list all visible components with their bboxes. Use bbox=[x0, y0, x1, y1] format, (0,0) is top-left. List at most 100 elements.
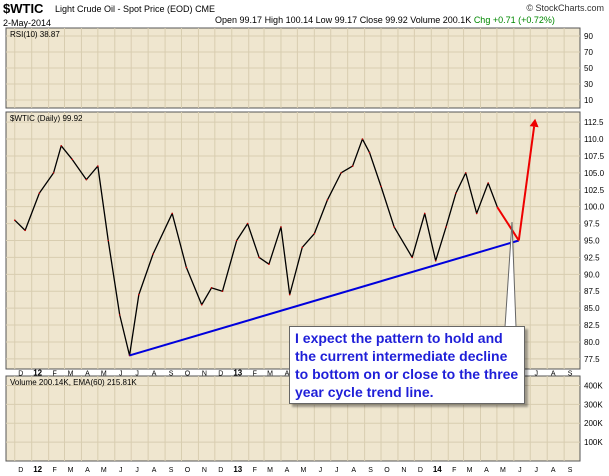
price-point bbox=[455, 192, 457, 194]
x-tick-label-volume: J bbox=[135, 467, 139, 474]
x-tick-label-volume: M bbox=[500, 467, 506, 474]
rsi-title: RSI(10) 38.87 bbox=[10, 30, 60, 39]
chart-date: 2-May-2014 bbox=[3, 18, 52, 28]
rsi-y-tick-label: 70 bbox=[584, 48, 593, 57]
price-point bbox=[434, 259, 437, 262]
x-tick-label-price: A bbox=[551, 371, 556, 378]
price-point bbox=[246, 222, 249, 225]
price-point bbox=[171, 212, 173, 215]
projection-line-down bbox=[496, 206, 520, 242]
stat-open: Open 99.17 bbox=[215, 15, 263, 25]
price-point bbox=[38, 192, 41, 194]
price-y-tick-label: 107.5 bbox=[584, 152, 605, 161]
x-tick-label-price: J bbox=[135, 371, 139, 378]
price-point bbox=[368, 151, 371, 154]
price-y-tick-label: 112.5 bbox=[584, 118, 604, 127]
x-tick-label-volume: N bbox=[401, 467, 406, 474]
x-tick-label-price: A bbox=[85, 371, 90, 378]
price-point bbox=[411, 256, 413, 259]
x-tick-label-volume: M bbox=[68, 467, 74, 474]
price-point bbox=[423, 212, 426, 215]
stat-high: High 100.14 bbox=[264, 15, 314, 25]
x-tick-label-price: S bbox=[169, 371, 174, 378]
x-tick-label-volume: J bbox=[335, 467, 339, 474]
price-y-tick-label: 77.5 bbox=[584, 355, 600, 364]
stat-close: Close 99.92 bbox=[359, 15, 408, 25]
volume-y-tick-label: 200K bbox=[584, 419, 603, 428]
price-y-tick-label: 100.0 bbox=[584, 203, 605, 212]
x-tick-label-volume: N bbox=[202, 467, 207, 474]
price-point bbox=[185, 266, 188, 269]
x-tick-label-volume: M bbox=[101, 467, 107, 474]
price-y-tick-label: 85.0 bbox=[584, 304, 600, 313]
x-tick-label-price: J bbox=[119, 371, 123, 378]
price-point bbox=[97, 165, 99, 167]
price-y-tick-label: 92.5 bbox=[584, 253, 600, 262]
x-tick-label-volume: S bbox=[169, 467, 174, 474]
x-tick-label-volume: M bbox=[300, 467, 306, 474]
x-tick-label-volume: O bbox=[384, 467, 390, 474]
annotation-box: I expect the pattern to hold and the cur… bbox=[289, 326, 525, 404]
price-point bbox=[60, 145, 63, 147]
x-tick-label-price: J bbox=[535, 371, 539, 378]
x-tick-label-price: 12 bbox=[33, 369, 42, 378]
price-point bbox=[152, 253, 154, 255]
volume-y-tick-label: 400K bbox=[584, 381, 603, 390]
x-tick-label-volume: F bbox=[52, 467, 56, 474]
trend-line bbox=[129, 239, 520, 357]
price-point bbox=[258, 256, 260, 259]
price-point bbox=[351, 165, 354, 167]
price-point bbox=[138, 293, 140, 296]
x-tick-label-price: M bbox=[68, 371, 74, 378]
price-series-line bbox=[14, 138, 499, 357]
price-point bbox=[13, 219, 16, 222]
x-tick-label-volume: 14 bbox=[433, 465, 442, 474]
x-tick-label-volume: F bbox=[452, 467, 456, 474]
rsi-y-tick-label: 50 bbox=[584, 64, 593, 73]
volume-title: Volume 200.14K, EMA(60) 215.81K bbox=[10, 378, 137, 387]
x-tick-label-volume: 12 bbox=[33, 465, 42, 474]
projection-arrowhead bbox=[529, 118, 539, 128]
price-point bbox=[118, 314, 121, 316]
price-point bbox=[280, 226, 282, 228]
x-tick-label-volume: D bbox=[18, 467, 23, 474]
description-text: Light Crude Oil - Spot Price (EOD) bbox=[55, 4, 193, 14]
price-point bbox=[52, 172, 55, 174]
x-tick-label-volume: O bbox=[185, 467, 191, 474]
x-tick-label-price: 13 bbox=[233, 369, 242, 378]
x-tick-label-price: D bbox=[218, 371, 223, 378]
price-point bbox=[210, 287, 213, 289]
rsi-y-tick-label: 10 bbox=[584, 96, 593, 105]
x-tick-label-price: M bbox=[101, 371, 107, 378]
price-point bbox=[361, 138, 364, 140]
x-tick-label-volume: A bbox=[484, 467, 489, 474]
price-point bbox=[268, 263, 270, 265]
rsi-y-tick-label: 30 bbox=[584, 80, 593, 89]
ticker-description: Light Crude Oil - Spot Price (EOD) CME bbox=[55, 4, 215, 14]
x-tick-label-volume: J bbox=[119, 467, 123, 474]
price-point bbox=[393, 226, 395, 228]
x-tick-label-volume: A bbox=[351, 467, 356, 474]
price-y-tick-label: 95.0 bbox=[584, 237, 600, 246]
price-point bbox=[487, 182, 489, 184]
price-y-tick-label: 102.5 bbox=[584, 186, 605, 195]
x-tick-label-volume: A bbox=[285, 467, 290, 474]
x-tick-label-volume: J bbox=[518, 467, 522, 474]
x-tick-label-price: F bbox=[52, 371, 56, 378]
stat-volume: Volume 200.1K bbox=[410, 15, 472, 25]
x-tick-label-volume: A bbox=[85, 467, 90, 474]
x-tick-label-price: A bbox=[152, 371, 157, 378]
price-point bbox=[85, 178, 88, 181]
price-point bbox=[24, 229, 26, 232]
x-tick-label-price: M bbox=[267, 371, 273, 378]
projection-line-up bbox=[517, 126, 536, 241]
x-tick-label-price: A bbox=[285, 371, 290, 378]
stat-low: Low 99.17 bbox=[315, 15, 358, 25]
price-point bbox=[475, 212, 478, 215]
brand-logo: © StockCharts.com bbox=[526, 3, 604, 13]
exchange-text: CME bbox=[195, 4, 216, 14]
price-point bbox=[326, 199, 329, 201]
price-point bbox=[235, 239, 238, 242]
x-tick-label-volume: S bbox=[368, 467, 373, 474]
